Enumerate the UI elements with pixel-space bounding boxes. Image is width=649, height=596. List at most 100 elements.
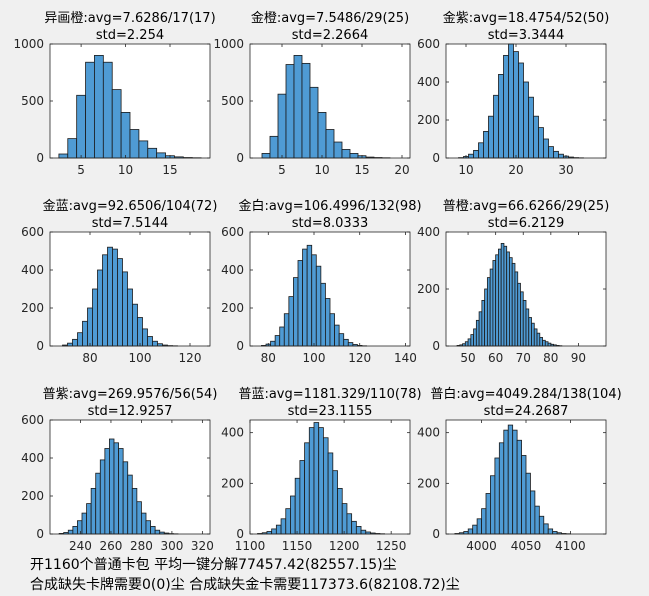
histogram-bar (509, 257, 513, 347)
histogram-panel: 4000 4050 4100 0 200 400 普白:avg=4049.284/138(1… (417, 386, 622, 553)
chart-subtitle-std: std=2.2664 (292, 28, 369, 43)
histogram-bar (150, 526, 156, 535)
histogram-bar (112, 248, 118, 347)
histogram-bar (468, 153, 474, 159)
histogram-bar (525, 472, 531, 535)
histogram-bar (488, 115, 494, 159)
histogram-bar (500, 242, 505, 347)
histogram-bar (87, 307, 93, 347)
x-tick-label: 15 (354, 163, 369, 177)
histogram-bar (544, 341, 549, 347)
histogram-bar (290, 495, 296, 535)
histogram-bar (517, 282, 521, 347)
histogram-bar (299, 460, 305, 535)
histogram-bar (512, 429, 518, 535)
chart-title: 普白:avg=4049.284/138(104) (430, 386, 621, 402)
histogram-bar (492, 260, 497, 347)
histogram-bar (138, 140, 149, 159)
histogram-bar (334, 324, 340, 347)
histogram-bar (337, 487, 343, 535)
y-tick-label: 200 (417, 282, 440, 296)
histogram-bar (58, 153, 69, 159)
x-tick-label: 4000 (466, 539, 497, 553)
axes-box (445, 43, 607, 159)
summary-line-card-packs: 开1160个普通卡包 平均一键分解77457.42(82557.15)尘 (30, 557, 397, 573)
y-tick-label: 400 (221, 263, 244, 277)
histogram-bar (293, 55, 303, 159)
y-tick-label: 200 (221, 476, 244, 490)
chart-title: 金橙:avg=7.5486/29(25) (251, 10, 409, 26)
histogram-bar (67, 138, 78, 159)
histogram-bar (82, 320, 88, 347)
x-tick-label: 140 (394, 351, 417, 365)
y-tick-label: 400 (417, 426, 440, 440)
x-tick-label: 320 (191, 539, 214, 553)
histogram-bar (343, 338, 349, 347)
histogram-bar (302, 248, 308, 347)
y-tick-label: 1000 (13, 37, 44, 51)
histogram-bar (274, 335, 281, 347)
histogram-bar (132, 303, 138, 347)
histogram-bar (77, 332, 83, 347)
x-tick-label: 30 (558, 163, 573, 177)
histogram-bar (351, 520, 357, 535)
y-tick-label: 400 (21, 451, 44, 465)
x-tick-label: 100 (303, 351, 326, 365)
histogram-bar (95, 472, 101, 535)
histogram-bar (297, 260, 303, 347)
histogram-bar (513, 51, 519, 159)
chart-title: 金紫:avg=18.4754/52(50) (443, 10, 610, 26)
y-tick-label: 200 (221, 301, 244, 315)
histogram-bar (318, 427, 324, 535)
histogram-bar (547, 528, 554, 535)
chart-subtitle-std: std=23.1155 (288, 404, 373, 419)
histogram-panel: 80 100 120 0 200 400 600 金蓝:avg=92.6506/104(72)… (21, 198, 217, 365)
y-tick-label: 600 (417, 37, 440, 51)
x-tick-label: 5 (77, 163, 85, 177)
chart-subtitle-std: std=8.0333 (292, 216, 369, 231)
histogram-bar (102, 254, 108, 347)
histogram-bar (490, 475, 496, 535)
histogram-bar (72, 338, 78, 347)
histogram-bar (285, 508, 291, 535)
histogram-bar (495, 254, 499, 347)
histogram-bar (525, 308, 530, 347)
histogram-bar (304, 442, 310, 535)
y-tick-label: 0 (36, 151, 44, 165)
x-tick-label: 80 (82, 351, 97, 365)
histogram-bar (538, 127, 544, 159)
histogram-bar (347, 342, 354, 347)
histogram-bar (279, 326, 285, 347)
histogram-bar (90, 487, 97, 535)
x-tick-label: 300 (160, 539, 183, 553)
histogram-bar (538, 515, 545, 535)
histogram-bar (467, 528, 474, 535)
x-tick-label: 280 (130, 539, 153, 553)
histogram-bar (325, 298, 331, 347)
histogram-bar (521, 455, 527, 535)
histogram-bar (473, 328, 477, 347)
histogram-bar (308, 427, 315, 535)
chart-subtitle-std: std=6.2129 (488, 216, 565, 231)
x-tick-label: 260 (99, 539, 122, 553)
histogram-bar (476, 518, 482, 535)
histogram-bar (141, 512, 147, 535)
histogram-bar (283, 313, 290, 347)
histogram-bar (152, 340, 158, 347)
histogram-bar (520, 291, 524, 347)
x-tick-label: 100 (129, 351, 152, 365)
histogram-bar (107, 246, 113, 347)
histogram-bar (327, 452, 334, 535)
histogram-bar (137, 317, 143, 347)
histogram-bar (494, 457, 500, 535)
histogram-bar (523, 81, 529, 159)
y-tick-label: 400 (417, 75, 440, 89)
chart-subtitle-std: std=12.9257 (88, 404, 173, 419)
histogram-bar (341, 149, 351, 159)
histogram-bar (317, 112, 327, 159)
histogram-bar (503, 429, 509, 535)
histogram-bar (543, 138, 549, 159)
histogram-bar (86, 503, 92, 535)
